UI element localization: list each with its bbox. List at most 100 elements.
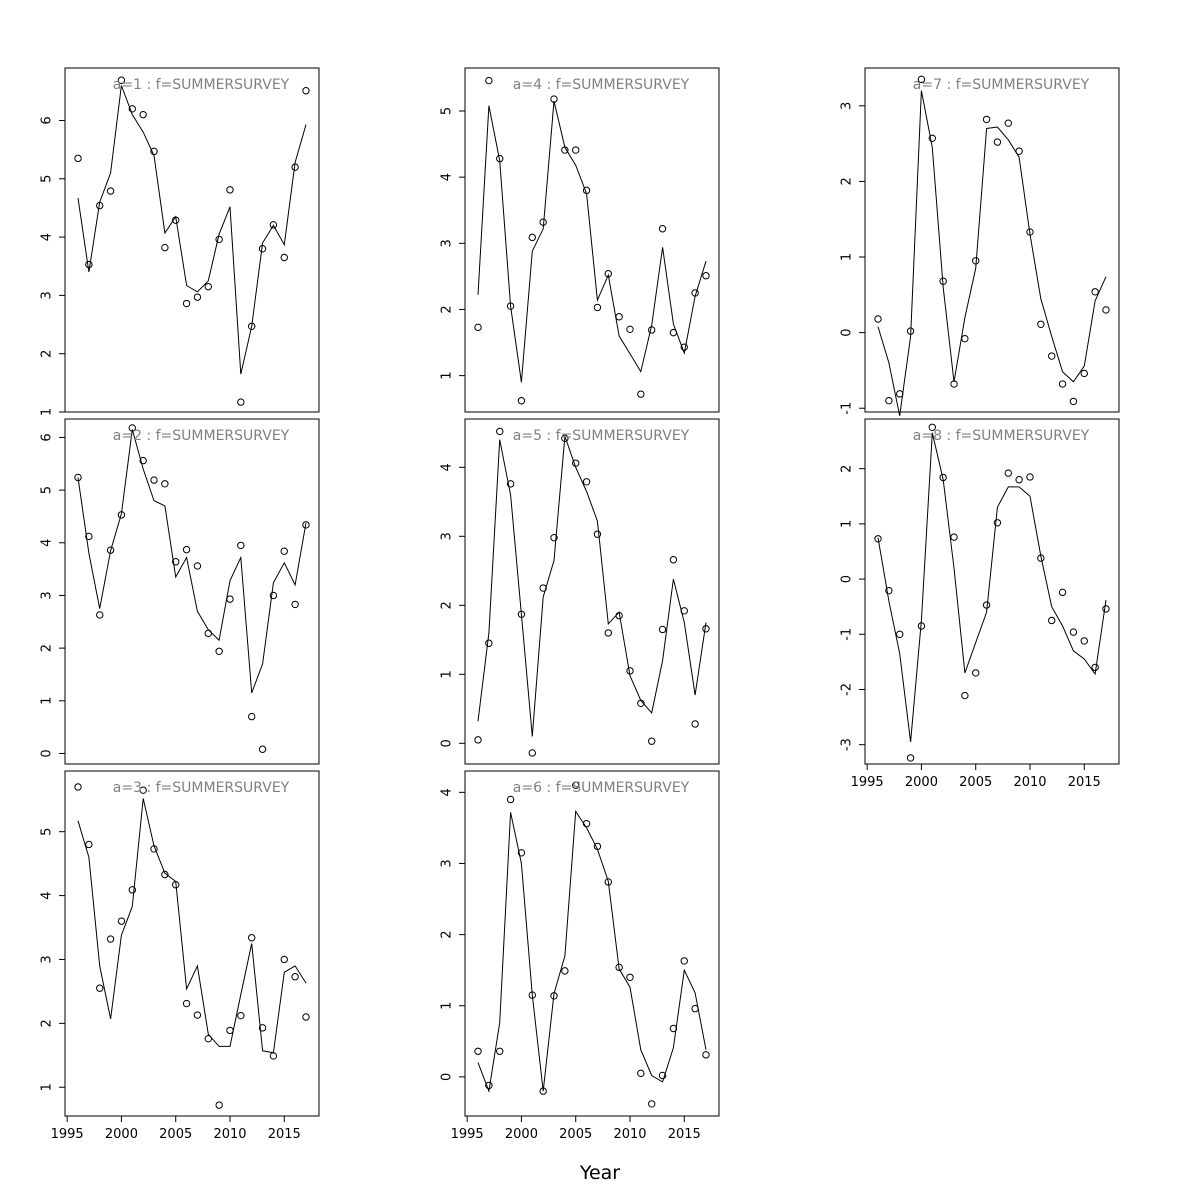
observed-point: [1058, 380, 1067, 388]
observed-point: [302, 1013, 310, 1021]
observed-point: [874, 315, 882, 323]
observed-point: [604, 270, 612, 278]
observed-point: [939, 473, 947, 482]
observed-point: [204, 282, 212, 291]
observed-point: [928, 423, 936, 431]
observed-point: [885, 396, 893, 405]
observed-point: [291, 600, 299, 609]
observed-point: [302, 87, 310, 95]
observed-point: [593, 530, 602, 538]
observed-point: [302, 521, 310, 529]
observed-point: [237, 1011, 245, 1020]
observed-point: [702, 625, 710, 633]
y-tick-label: 1: [440, 1002, 455, 1010]
observed-point: [474, 1047, 482, 1055]
observed-point: [74, 783, 82, 791]
observed-point: [226, 1026, 234, 1035]
observed-point: [604, 629, 612, 637]
observed-point: [96, 984, 104, 992]
fitted-line: [77, 429, 307, 694]
observed-point: [593, 303, 602, 312]
panel-frame: [64, 67, 320, 413]
observed-point: [85, 532, 93, 541]
observed-point: [982, 115, 991, 124]
observed-point: [928, 134, 936, 143]
observed-point: [626, 325, 634, 334]
observed-point: [280, 955, 288, 964]
observed-point: [117, 511, 126, 519]
y-tick-label: 2: [40, 644, 55, 652]
observed-point: [702, 272, 710, 280]
observed-point: [74, 473, 82, 482]
observed-point: [85, 840, 93, 849]
panel-a1: 1 2 3 4 5 6 a=1 : f=SUMMERSURVEY: [40, 67, 320, 416]
observed-point: [939, 277, 947, 285]
observed-point: [1037, 554, 1045, 562]
observed-point: [258, 745, 267, 753]
observed-point: [1026, 473, 1034, 481]
observed-point: [128, 886, 136, 894]
observed-point: [506, 795, 515, 804]
y-tick-label: 5: [40, 486, 55, 494]
y-tick-label: 4: [440, 463, 455, 471]
panel-title: a=7 : f=SUMMERSURVEY: [913, 77, 1090, 93]
x-axis-label: Year: [579, 1162, 620, 1184]
observed-point: [993, 138, 1002, 146]
observed-point: [896, 390, 904, 398]
observed-point: [182, 299, 191, 308]
y-tick-label: 4: [40, 233, 55, 241]
observed-point: [517, 849, 526, 857]
fitted-line: [477, 100, 707, 383]
observed-point: [172, 216, 180, 224]
observed-point: [669, 1024, 678, 1033]
observed-point: [658, 625, 667, 634]
observed-point: [637, 390, 645, 398]
panel-a6: 0 1 2 3 4 1995 2000 2005 2010 2015 a=6 : f=SUMMERS…: [440, 770, 720, 1142]
observed-point: [496, 1047, 504, 1055]
observed-point: [204, 1034, 212, 1043]
observed-point: [885, 586, 893, 595]
observed-point: [604, 878, 612, 886]
observed-point: [128, 424, 136, 432]
y-tick-label: 4: [40, 891, 55, 899]
y-tick-label: 1: [40, 1083, 55, 1091]
observed-point: [74, 154, 82, 163]
observed-point: [896, 630, 904, 638]
observed-point: [950, 380, 958, 388]
observed-point: [215, 647, 223, 655]
observed-point: [658, 1071, 667, 1080]
y-tick-label: 3: [40, 291, 55, 299]
observed-point: [582, 186, 591, 195]
observed-point: [485, 76, 493, 85]
observed-point: [1091, 288, 1099, 296]
observed-point: [117, 76, 126, 84]
observed-point: [669, 556, 678, 564]
y-tick-label: 2: [440, 305, 455, 313]
observed-point: [150, 476, 158, 484]
observed-point: [539, 1087, 547, 1095]
y-tick-label: 5: [40, 828, 55, 836]
x-tick-label: 2005: [159, 1127, 192, 1142]
observed-point: [106, 187, 115, 195]
panel-frame: [464, 770, 720, 1117]
observed-point: [669, 328, 678, 337]
observed-point: [215, 1101, 223, 1109]
panel-frame: [464, 418, 720, 765]
observed-point: [1004, 469, 1012, 477]
observed-point: [291, 163, 299, 171]
observed-point: [561, 146, 569, 154]
panel-title: a=2 : f=SUMMERSURVEY: [113, 428, 290, 444]
observed-point: [550, 95, 558, 103]
y-tick-label: 3: [440, 859, 455, 867]
observed-point: [258, 245, 267, 253]
observed-point: [139, 786, 147, 794]
y-tick-label: 3: [440, 532, 455, 540]
observed-point: [128, 105, 136, 113]
observed-point: [528, 749, 536, 757]
observed-point: [691, 289, 699, 297]
y-tick-label: 3: [40, 591, 55, 599]
panel-title: a=5 : f=SUMMERSURVEY: [513, 428, 690, 444]
panel-frame: [64, 770, 320, 1117]
fitted-line: [77, 798, 307, 1054]
observed-point: [269, 591, 278, 600]
